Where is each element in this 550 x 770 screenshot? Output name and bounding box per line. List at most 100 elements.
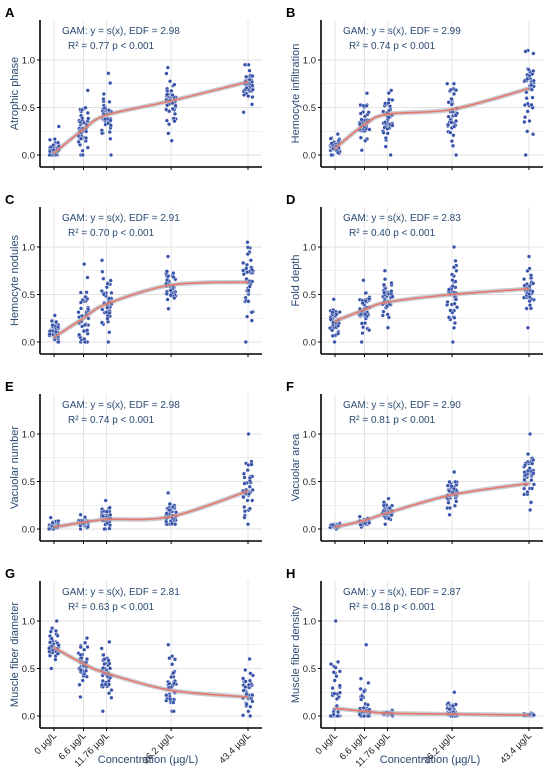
data-point [80, 116, 85, 121]
y-axis-label: Atrophic phase [9, 57, 21, 130]
data-point [450, 703, 456, 709]
data-point [366, 713, 371, 719]
data-point [83, 135, 89, 141]
data-point [453, 297, 459, 302]
data-point [245, 498, 250, 503]
data-point [164, 269, 169, 274]
panel-letter: C [5, 192, 15, 207]
data-point [250, 94, 255, 100]
data-point [385, 312, 390, 317]
data-point [172, 295, 177, 301]
data-point [330, 685, 335, 691]
data-point [172, 657, 178, 662]
data-point [452, 124, 457, 129]
data-point [165, 254, 171, 259]
x-tick-label: 43.4 µg/L [217, 730, 253, 766]
data-point [531, 713, 536, 718]
data-point [452, 690, 457, 695]
data-point [365, 702, 371, 707]
data-point [250, 487, 255, 493]
data-point [170, 106, 175, 111]
data-point [78, 136, 84, 141]
panel-e: 0.0 0.5 1.0 E Vacuolar number GAM: y = s(x), … [5, 379, 262, 544]
gam-fit-curve [334, 707, 530, 716]
data-point [385, 325, 391, 330]
data-point [108, 123, 113, 128]
data-point [531, 68, 536, 74]
data-point [247, 475, 253, 481]
data-point [84, 290, 89, 295]
data-point [447, 512, 452, 517]
data-point [531, 78, 536, 83]
data-point [454, 305, 460, 310]
data-point [333, 665, 338, 670]
data-point [445, 483, 450, 488]
data-point [522, 119, 527, 125]
stats-annotation: R² = 0.40 p < 0.001 [349, 228, 436, 239]
y-tick-label: 1.0 [22, 430, 35, 441]
data-point [54, 618, 59, 624]
data-point [48, 515, 53, 520]
data-point [101, 276, 106, 281]
data-point [247, 506, 252, 511]
data-point [453, 88, 459, 93]
data-point [168, 293, 173, 298]
data-point [523, 473, 528, 478]
data-point [451, 265, 457, 270]
data-point [328, 136, 333, 141]
data-point [451, 133, 456, 138]
y-tick-label: 1.0 [22, 56, 35, 67]
panel-a: 0.0 0.5 1.0 A Atrophic phase GAM: y = s(x), E… [5, 5, 262, 170]
data-point [108, 278, 113, 283]
gam-annotation: GAM: y = s(x), EDF = 2.90 [343, 400, 461, 411]
data-point [164, 118, 169, 123]
data-point [335, 150, 341, 155]
data-point [247, 284, 252, 289]
data-point [249, 102, 255, 107]
data-point [527, 118, 532, 124]
gam-fit-curve [53, 490, 249, 528]
data-point [169, 88, 174, 93]
data-point [100, 269, 105, 274]
data-point [359, 339, 364, 345]
data-point [527, 466, 532, 471]
data-point [109, 290, 114, 295]
data-point [328, 713, 333, 719]
y-tick-label: 0.0 [22, 525, 35, 536]
data-point [453, 258, 458, 263]
data-point [524, 306, 529, 311]
data-point [107, 666, 113, 671]
data-point [249, 267, 254, 272]
data-point [530, 132, 536, 137]
data-point [330, 310, 335, 315]
data-point [360, 301, 365, 306]
data-point [249, 462, 254, 467]
data-point [529, 486, 535, 491]
data-point [101, 513, 106, 518]
data-point [47, 149, 53, 154]
panel-letter: B [286, 5, 295, 20]
data-point [331, 297, 336, 302]
data-point [448, 308, 453, 313]
x-tick-label: 0 µg/L [314, 730, 341, 757]
data-point [166, 306, 171, 311]
data-point [337, 669, 342, 674]
data-point [166, 122, 172, 127]
stats-annotation: R² = 0.18 p < 0.001 [349, 602, 436, 613]
panel-letter: F [286, 379, 294, 394]
data-point [105, 121, 111, 126]
data-point [383, 522, 388, 527]
y-tick-label: 0.5 [303, 290, 316, 301]
data-point [101, 292, 106, 297]
y-tick-label: 0.5 [303, 103, 316, 114]
data-point [100, 678, 105, 684]
data-point [102, 661, 107, 666]
gam-fit-curve [334, 482, 530, 528]
data-point [531, 482, 537, 487]
y-axis-label: Hemocyte infiltration [290, 44, 302, 144]
data-point [522, 102, 528, 108]
data-point [526, 291, 532, 297]
data-point [522, 486, 527, 491]
data-point [364, 642, 369, 647]
data-point [241, 471, 247, 476]
